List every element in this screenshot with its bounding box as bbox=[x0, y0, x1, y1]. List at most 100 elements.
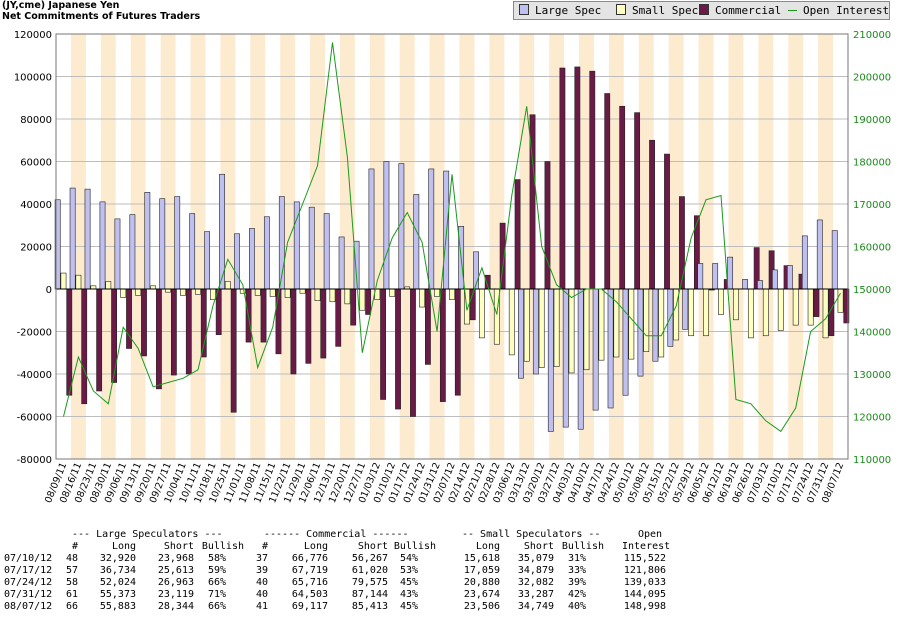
small-spec-bar bbox=[658, 288, 665, 358]
table-cell: 66% bbox=[207, 601, 226, 612]
row-date: 07/10/12 bbox=[4, 553, 53, 564]
small-spec-bar bbox=[718, 288, 724, 315]
commercial-bar bbox=[589, 70, 596, 290]
small-spec-bar bbox=[419, 288, 426, 308]
commercial-bar bbox=[574, 66, 581, 290]
table-cell: 69,117 bbox=[291, 601, 328, 612]
table-cell: 148,998 bbox=[623, 601, 666, 612]
small-spec-bar bbox=[703, 288, 709, 337]
small-spec-swatch-icon bbox=[616, 4, 626, 15]
large-spec-bar bbox=[712, 263, 719, 290]
commercial-bar bbox=[290, 288, 297, 375]
large-spec-bar bbox=[323, 213, 330, 290]
table-header-row-1: --- Large Speculators --- ------ Commerc… bbox=[0, 529, 662, 541]
table-cell: 121,806 bbox=[623, 565, 666, 576]
table-cell: 39% bbox=[567, 577, 586, 588]
small-spec-bar bbox=[284, 288, 291, 298]
small-spec-bar bbox=[269, 288, 276, 297]
small-spec-bar bbox=[314, 288, 321, 301]
table-cell: 23,674 bbox=[463, 589, 500, 600]
table-cell: 71% bbox=[207, 589, 226, 600]
commercial-bar bbox=[454, 288, 461, 396]
small-spec-bar bbox=[478, 288, 485, 339]
commercial-bar bbox=[96, 288, 103, 392]
legend-item-large-spec[interactable]: Large Spec bbox=[519, 4, 601, 17]
table-cell: 28,344 bbox=[157, 601, 194, 612]
small-spec-bar bbox=[628, 288, 635, 360]
column-header: Bullish bbox=[201, 541, 244, 552]
y-left-tick-label: -80000 bbox=[17, 455, 52, 466]
small-spec-bar bbox=[449, 288, 455, 300]
header-commercial: ------ Commercial ------ bbox=[264, 529, 409, 540]
table-cell: 31% bbox=[567, 553, 586, 564]
header-open: Open bbox=[638, 529, 663, 540]
small-spec-bar bbox=[553, 288, 560, 367]
commercial-bar bbox=[156, 288, 162, 390]
y-left-tick-label: 60000 bbox=[20, 158, 52, 169]
legend-item-small-spec[interactable]: Small Spec bbox=[616, 4, 698, 17]
commercial-bar bbox=[410, 288, 416, 417]
commercial-bar bbox=[380, 288, 386, 400]
large-spec-bar bbox=[69, 187, 76, 290]
table-cell: 87,144 bbox=[351, 589, 388, 600]
table-cell: 144,095 bbox=[623, 589, 666, 600]
legend-label: Open Interest bbox=[803, 4, 890, 17]
large-spec-bar bbox=[413, 194, 420, 290]
open-interest-line-icon bbox=[788, 10, 797, 11]
small-spec-bar bbox=[254, 288, 261, 296]
row-date: 07/31/12 bbox=[4, 589, 53, 600]
large-spec-bar bbox=[174, 196, 181, 290]
row-date: 07/17/12 bbox=[4, 565, 53, 576]
table-cell: 115,522 bbox=[623, 553, 666, 564]
y-left-tick-label: 40000 bbox=[20, 200, 52, 211]
column-header: Bullish bbox=[393, 541, 436, 552]
table-cell: 67,719 bbox=[291, 565, 328, 576]
small-spec-bar bbox=[822, 288, 829, 339]
commercial-bar bbox=[514, 179, 521, 290]
commercial-bar bbox=[335, 288, 342, 347]
large-spec-bar bbox=[249, 228, 255, 290]
large-spec-bar bbox=[383, 161, 390, 290]
commercial-bar bbox=[275, 288, 282, 355]
commercial-bar bbox=[439, 288, 446, 402]
legend: Large Spec Small Spec Commercial Open In… bbox=[513, 1, 890, 20]
legend-label: Large Spec bbox=[535, 4, 602, 17]
legend-item-commercial[interactable]: Commercial bbox=[699, 4, 781, 17]
table-cell: 33% bbox=[567, 565, 586, 576]
small-spec-bar bbox=[224, 281, 231, 290]
commercial-bar bbox=[230, 288, 237, 413]
header-small-speculators: -- Small Speculators -- bbox=[462, 529, 601, 540]
large-spec-bar bbox=[308, 206, 315, 290]
small-spec-bar bbox=[359, 288, 366, 311]
large-spec-bar bbox=[144, 192, 151, 290]
table-cell: 23,506 bbox=[463, 601, 500, 612]
column-header: Long bbox=[475, 541, 500, 552]
table-cell: 58 bbox=[65, 577, 78, 588]
small-spec-bar bbox=[344, 288, 351, 305]
table-cell: 64,503 bbox=[291, 589, 328, 600]
table-cell: 34,749 bbox=[517, 601, 554, 612]
small-spec-bar bbox=[538, 288, 545, 368]
table-cell: 15,618 bbox=[463, 553, 500, 564]
table-cell: 36,734 bbox=[99, 565, 136, 576]
legend-item-open-interest[interactable]: Open Interest bbox=[788, 4, 889, 17]
table-cell: 20,880 bbox=[463, 577, 500, 588]
large-spec-bar bbox=[637, 288, 644, 377]
y-right-tick-label: 110000 bbox=[853, 455, 891, 466]
chart-plot: 120000100000800006000040000200000-20000-… bbox=[14, 30, 891, 505]
small-spec-bar bbox=[613, 288, 620, 358]
table-cell: 17,059 bbox=[463, 565, 500, 576]
column-header: Short bbox=[357, 541, 388, 552]
row-date: 08/07/12 bbox=[4, 601, 53, 612]
table-cell: 34,879 bbox=[517, 565, 554, 576]
y-right-tick-label: 170000 bbox=[853, 200, 891, 211]
small-spec-bar bbox=[523, 288, 530, 362]
commercial-bar bbox=[126, 288, 132, 349]
small-spec-bar bbox=[792, 288, 799, 326]
large-spec-bar bbox=[234, 233, 240, 290]
table-cell: 26,963 bbox=[157, 577, 194, 588]
y-left-tick-label: -60000 bbox=[17, 413, 52, 424]
table-cell: 32,082 bbox=[517, 577, 554, 588]
small-spec-bar bbox=[688, 288, 694, 337]
y-right-tick-label: 150000 bbox=[853, 285, 891, 296]
